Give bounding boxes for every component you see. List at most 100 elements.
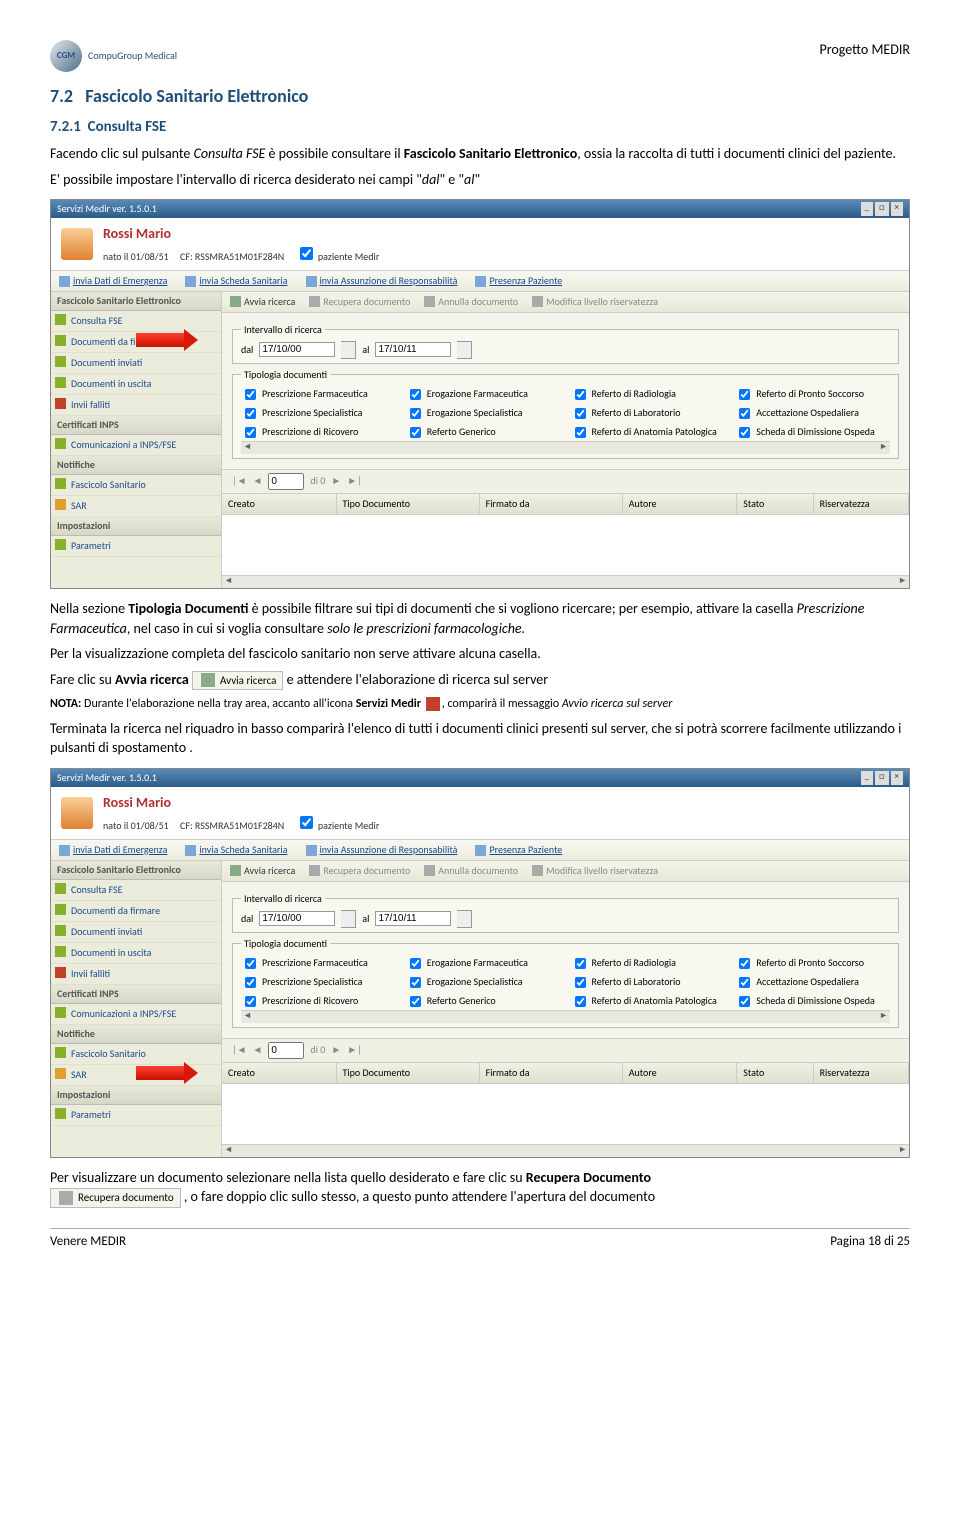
pager-last-icon[interactable]: ►| [347, 474, 362, 488]
pager-first-icon[interactable]: |◄ [232, 474, 247, 488]
pager-last-icon[interactable]: ►| [347, 1043, 362, 1057]
avvia-ricerca-button[interactable]: Avvia ricerca [230, 295, 295, 309]
link-emergenza[interactable]: invia Dati di Emergenza [73, 274, 167, 287]
minimize-button[interactable]: _ [861, 771, 873, 785]
nav-consulta-fse[interactable]: Consulta FSE [51, 880, 221, 901]
col-riservatezza[interactable]: Riservatezza [814, 494, 909, 514]
modifica-button[interactable]: Modifica livello riservatezza [532, 295, 658, 309]
recupera-button[interactable]: Recupera documento [309, 864, 410, 878]
doc-type-item[interactable]: Referto di Pronto Soccorso [735, 955, 890, 972]
col-tipo[interactable]: Tipo Documento [337, 1063, 480, 1083]
close-button[interactable]: × [891, 202, 903, 216]
doc-type-item[interactable]: Accettazione Ospedaliera [735, 405, 890, 422]
doc-type-item[interactable]: Referto di Pronto Soccorso [735, 386, 890, 403]
nav-group[interactable]: Certificati INPS [51, 985, 221, 1004]
pager-prev-icon[interactable]: ◄ [253, 474, 263, 488]
minimize-button[interactable]: _ [861, 202, 873, 216]
scrollbar[interactable] [241, 441, 890, 454]
patient-medir-checkbox[interactable] [300, 816, 313, 829]
nav-parametri[interactable]: Parametri [51, 536, 221, 557]
dropdown-icon[interactable] [457, 910, 472, 928]
doc-type-item[interactable]: Referto Generico [406, 424, 561, 441]
col-creato[interactable]: Creato [222, 1063, 337, 1083]
nav-group[interactable]: Fascicolo Sanitario Elettronico [51, 861, 221, 880]
nav-comunicazioni[interactable]: Comunicazioni a INPS/FSE [51, 435, 221, 456]
col-autore[interactable]: Autore [623, 494, 738, 514]
col-tipo[interactable]: Tipo Documento [337, 494, 480, 514]
doc-type-item[interactable]: Prescrizione di Ricovero [241, 424, 396, 441]
nav-parametri[interactable]: Parametri [51, 1105, 221, 1126]
doc-type-item[interactable]: Prescrizione Farmaceutica [241, 386, 396, 403]
nav-group[interactable]: Notifiche [51, 1025, 221, 1044]
link-scheda[interactable]: invia Scheda Sanitaria [199, 843, 287, 856]
doc-type-item[interactable]: Accettazione Ospedaliera [735, 974, 890, 991]
nav-inviati[interactable]: Documenti inviati [51, 922, 221, 943]
doc-type-item[interactable]: Referto di Laboratorio [571, 405, 726, 422]
doc-type-item[interactable]: Erogazione Specialistica [406, 974, 561, 991]
nav-group[interactable]: Impostazioni [51, 1086, 221, 1105]
nav-falliti[interactable]: Invii falliti [51, 964, 221, 985]
pager-next-icon[interactable]: ► [331, 474, 341, 488]
scrollbar[interactable] [222, 1144, 909, 1157]
nav-falliti[interactable]: Invii falliti [51, 395, 221, 416]
col-firmato[interactable]: Firmato da [480, 1063, 623, 1083]
doc-type-item[interactable]: Erogazione Farmaceutica [406, 955, 561, 972]
patient-medir-checkbox[interactable] [300, 247, 313, 260]
doc-type-item[interactable]: Prescrizione Farmaceutica [241, 955, 396, 972]
col-riservatezza[interactable]: Riservatezza [814, 1063, 909, 1083]
maximize-button[interactable]: □ [875, 771, 888, 785]
scrollbar[interactable] [222, 575, 909, 588]
nav-sar[interactable]: SAR [51, 496, 221, 517]
col-autore[interactable]: Autore [623, 1063, 738, 1083]
nav-fascicolo[interactable]: Fascicolo Sanitario [51, 475, 221, 496]
doc-type-item[interactable]: Referto di Anatomia Patologica [571, 424, 726, 441]
doc-type-item[interactable]: Scheda di Dimissione Ospeda [735, 424, 890, 441]
col-creato[interactable]: Creato [222, 494, 337, 514]
pager-input[interactable] [268, 473, 304, 490]
nav-comunicazioni[interactable]: Comunicazioni a INPS/FSE [51, 1004, 221, 1025]
dal-input[interactable] [259, 911, 335, 926]
pager-next-icon[interactable]: ► [331, 1043, 341, 1057]
doc-type-item[interactable]: Referto di Radiologia [571, 386, 726, 403]
doc-type-item[interactable]: Referto di Anatomia Patologica [571, 993, 726, 1010]
nav-inviati[interactable]: Documenti inviati [51, 353, 221, 374]
doc-type-item[interactable]: Referto Generico [406, 993, 561, 1010]
doc-type-item[interactable]: Referto di Laboratorio [571, 974, 726, 991]
pager-first-icon[interactable]: |◄ [232, 1043, 247, 1057]
pager-prev-icon[interactable]: ◄ [253, 1043, 263, 1057]
modifica-button[interactable]: Modifica livello riservatezza [532, 864, 658, 878]
doc-type-item[interactable]: Erogazione Specialistica [406, 405, 561, 422]
nav-group[interactable]: Certificati INPS [51, 416, 221, 435]
nav-uscita[interactable]: Documenti in uscita [51, 943, 221, 964]
close-button[interactable]: × [891, 771, 903, 785]
doc-type-item[interactable]: Referto di Radiologia [571, 955, 726, 972]
doc-type-item[interactable]: Prescrizione Specialistica [241, 974, 396, 991]
nav-da-firmare[interactable]: Documenti da firmare [51, 332, 221, 353]
link-responsabilita[interactable]: invia Assunzione di Responsabilità [320, 274, 458, 287]
nav-sar[interactable]: SAR [51, 1065, 221, 1086]
col-firmato[interactable]: Firmato da [480, 494, 623, 514]
link-presenza[interactable]: Presenza Paziente [489, 843, 562, 856]
al-input[interactable] [375, 911, 451, 926]
doc-type-item[interactable]: Scheda di Dimissione Ospeda [735, 993, 890, 1010]
pager-input[interactable] [268, 1042, 304, 1059]
dropdown-icon[interactable] [341, 341, 356, 359]
scrollbar[interactable] [241, 1010, 890, 1023]
doc-type-item[interactable]: Erogazione Farmaceutica [406, 386, 561, 403]
dal-input[interactable] [259, 342, 335, 357]
link-responsabilita[interactable]: invia Assunzione di Responsabilità [320, 843, 458, 856]
nav-group[interactable]: Notifiche [51, 456, 221, 475]
nav-da-firmare[interactable]: Documenti da firmare [51, 901, 221, 922]
maximize-button[interactable]: □ [875, 202, 888, 216]
avvia-ricerca-button[interactable]: Avvia ricerca [230, 864, 295, 878]
link-emergenza[interactable]: invia Dati di Emergenza [73, 843, 167, 856]
nav-group[interactable]: Impostazioni [51, 517, 221, 536]
doc-type-item[interactable]: Prescrizione Specialistica [241, 405, 396, 422]
recupera-button[interactable]: Recupera documento [309, 295, 410, 309]
link-scheda[interactable]: invia Scheda Sanitaria [199, 274, 287, 287]
col-stato[interactable]: Stato [737, 1063, 813, 1083]
al-input[interactable] [375, 342, 451, 357]
nav-uscita[interactable]: Documenti in uscita [51, 374, 221, 395]
link-presenza[interactable]: Presenza Paziente [489, 274, 562, 287]
annulla-button[interactable]: Annulla documento [424, 864, 518, 878]
